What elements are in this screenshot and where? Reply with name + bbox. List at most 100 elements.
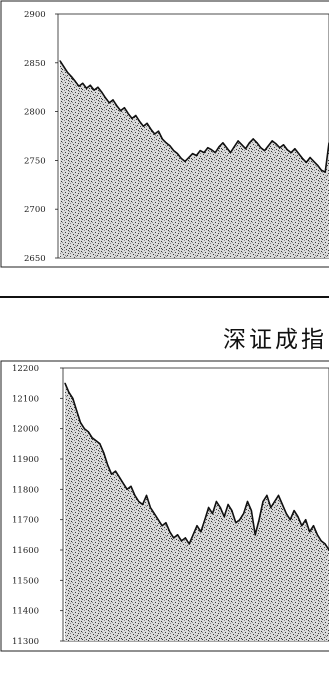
data-point <box>145 494 148 496</box>
data-point <box>165 522 167 524</box>
data-point <box>116 105 118 107</box>
data-point <box>290 152 292 154</box>
data-point <box>188 156 190 159</box>
data-point <box>196 525 198 527</box>
data-point <box>298 153 300 155</box>
series-area <box>60 60 329 258</box>
data-point <box>91 437 93 439</box>
data-point <box>142 503 144 506</box>
data-point <box>281 503 283 506</box>
data-point <box>59 60 61 62</box>
data-point <box>157 130 160 132</box>
data-point <box>203 152 205 154</box>
data-point <box>153 513 155 515</box>
data-point <box>218 146 220 148</box>
data-point <box>316 534 318 536</box>
data-point <box>199 150 201 152</box>
data-point <box>78 85 80 87</box>
data-point <box>305 519 307 521</box>
data-point <box>74 80 76 82</box>
data-point <box>214 152 216 154</box>
data-point <box>169 145 171 147</box>
data-point <box>101 91 103 93</box>
data-point <box>126 488 128 490</box>
data-point <box>256 142 258 144</box>
chart-bottom: 12200 12100 12000 11900 11800 11700 11600 11500… <box>0 360 329 652</box>
data-point <box>271 140 273 142</box>
series-area <box>65 383 329 641</box>
data-point <box>210 149 213 151</box>
data-point <box>215 500 217 503</box>
data-point <box>207 147 209 149</box>
data-point <box>293 510 295 512</box>
data-point <box>320 169 322 171</box>
y-tick-label: 11700 <box>12 516 39 526</box>
chart-title: 深证成指 <box>223 327 327 353</box>
data-point <box>95 440 97 442</box>
data-point <box>324 543 326 545</box>
data-point <box>250 510 252 512</box>
data-point <box>176 153 179 155</box>
data-point <box>180 157 182 159</box>
chart-panel-bottom: 12200 12100 12000 11900 11800 11700 11600 11500… <box>0 360 329 660</box>
data-point <box>99 443 101 445</box>
data-point <box>142 125 144 127</box>
data-point <box>258 519 260 521</box>
data-point <box>64 382 66 384</box>
data-point <box>248 142 250 144</box>
data-point <box>161 138 163 140</box>
y-tick-label: 11800 <box>12 485 39 495</box>
y-tick-label: 2700 <box>24 205 46 215</box>
data-point <box>297 516 299 518</box>
data-point <box>275 143 277 145</box>
data-point <box>123 107 125 109</box>
data-point <box>233 146 235 148</box>
y-tick-label: 11600 <box>12 546 39 556</box>
data-point <box>161 525 163 527</box>
data-point <box>188 543 190 545</box>
data-point <box>120 110 122 112</box>
y-tick-label: 2800 <box>24 108 46 118</box>
data-point <box>200 531 202 533</box>
data-point <box>131 117 133 119</box>
data-point <box>70 75 72 78</box>
data-point <box>87 431 89 433</box>
chart-border <box>0 360 329 652</box>
data-point <box>270 506 272 509</box>
data-point <box>122 482 124 484</box>
section-divider <box>0 296 329 298</box>
data-point <box>313 160 315 162</box>
data-point <box>157 519 159 521</box>
data-point <box>305 161 307 163</box>
data-point <box>118 476 120 478</box>
data-point <box>320 540 322 542</box>
data-point <box>243 513 245 515</box>
data-point <box>309 531 311 533</box>
data-point <box>245 148 247 150</box>
data-point <box>286 149 288 151</box>
data-point <box>285 513 287 515</box>
data-point <box>180 540 183 542</box>
data-point <box>222 142 224 144</box>
data-point <box>241 144 243 146</box>
data-point <box>282 144 285 146</box>
data-point <box>301 157 304 159</box>
data-point <box>103 452 105 454</box>
data-point <box>72 397 74 399</box>
y-tick-label: 2850 <box>24 59 46 69</box>
data-point <box>264 150 266 152</box>
data-point <box>63 66 65 68</box>
chart-panel-top: 2900 2850 2800 2750 2700 2650 <box>0 0 329 270</box>
data-point <box>279 147 281 149</box>
data-point <box>127 113 129 115</box>
y-tick-label: 11300 <box>12 637 39 647</box>
data-point <box>277 494 280 496</box>
data-point <box>239 519 241 521</box>
data-point <box>177 534 179 536</box>
data-point <box>68 391 70 393</box>
data-point <box>173 150 175 152</box>
data-point <box>312 525 315 527</box>
data-point <box>82 82 84 84</box>
data-point <box>192 534 194 536</box>
data-point <box>317 164 319 166</box>
